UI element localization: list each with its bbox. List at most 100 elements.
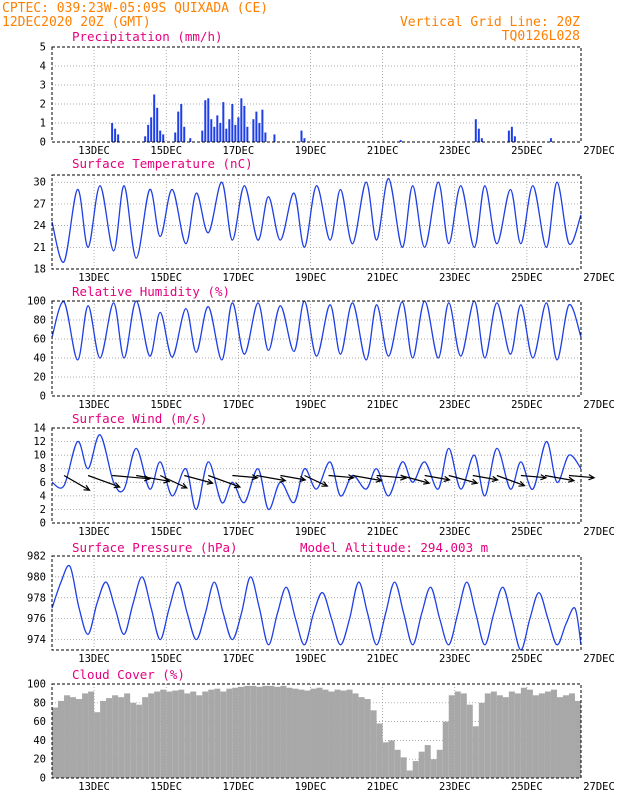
panel-cloud: Cloud Cover (%) 13DEC 15DEC 17DEC 19DEC 21DEC… (27, 667, 615, 793)
wind-arrow-shaft (256, 474, 286, 482)
panel-title-humidity: Relative Humidity (%) (72, 284, 230, 299)
x-tick-label: 21DEC (367, 399, 399, 411)
y-tick-label: 20 (33, 754, 46, 766)
x-tick-label: 23DEC (439, 526, 471, 538)
cloud-bar (418, 751, 425, 778)
precip-bar (114, 128, 117, 142)
cloud-bar (328, 691, 335, 778)
panel-frame (51, 555, 582, 651)
x-tick-label: 13DEC (78, 399, 110, 411)
cloud-bar (394, 749, 401, 778)
wind-arrow (87, 474, 121, 489)
precip-bar (204, 100, 207, 142)
cloud-bar (280, 685, 287, 778)
cloud-bar (118, 697, 125, 778)
cloud-bar (538, 693, 545, 778)
wind-arrow (496, 474, 526, 487)
cloud-bar (310, 688, 317, 778)
wind-arrow (520, 474, 548, 481)
precip-bar (177, 111, 180, 142)
cloud-bar (304, 690, 311, 778)
panel-title-pressure: Surface Pressure (hPa) (72, 540, 238, 555)
wind-arrow-head (491, 475, 499, 483)
precip-bar (246, 126, 249, 142)
x-tick-label: 23DEC (439, 653, 471, 665)
cloud-bar (112, 695, 119, 778)
cloud-bar (196, 695, 203, 778)
wind-arrow-shaft (184, 474, 213, 484)
wind-arrow-shaft (448, 474, 478, 484)
panel-pressure: Surface Pressure (hPa) 13DEC 15DEC 17DEC 19D… (27, 540, 615, 665)
precip-bar (159, 130, 162, 142)
precip-bar (156, 107, 159, 142)
wind-arrow (136, 474, 171, 484)
precip-bar (234, 124, 237, 142)
precip-bar (303, 138, 306, 142)
cloud-bar (154, 691, 161, 778)
cloud-bar (508, 691, 515, 778)
cloud-bar (412, 761, 419, 778)
x-tick-label: 17DEC (223, 653, 255, 665)
wind-arrow (424, 474, 451, 483)
cloud-bar (532, 695, 539, 778)
x-tick-label: 19DEC (295, 272, 327, 284)
y-tick-label: 12 (33, 436, 46, 448)
wind-arrow-head (567, 476, 576, 483)
x-tick-label: 25DEC (511, 526, 543, 538)
y-tick-label: 80 (33, 315, 46, 327)
x-tick-label: 21DEC (367, 272, 399, 284)
precip-bar (243, 105, 246, 142)
pressure-series-line (51, 564, 582, 651)
precip-bar (264, 132, 267, 142)
x-tick-label: 23DEC (439, 781, 471, 793)
wind-arrow-shaft (208, 474, 241, 488)
cloud-bar (226, 688, 233, 778)
wind-arrow-shaft (568, 474, 595, 479)
x-tick-label: 15DEC (150, 653, 182, 665)
x-tick-label: 19DEC (295, 653, 327, 665)
y-tick-label: 4 (40, 61, 46, 73)
cloud-bar (274, 686, 281, 778)
cloud-bar (94, 712, 101, 778)
precip-bar (147, 124, 150, 142)
x-tick-label: 13DEC (78, 781, 110, 793)
cloud-bar (502, 697, 509, 778)
x-tick-label: 13DEC (78, 272, 110, 284)
header-run-time: 12DEC2020 20Z (GMT) (2, 15, 151, 30)
y-tick-label: 1 (40, 118, 46, 130)
precip-bar (510, 126, 513, 142)
wind-arrow-shaft (472, 474, 498, 481)
x-tick-label: 25DEC (511, 272, 543, 284)
cloud-bar (322, 689, 329, 778)
y-tick-label: 0 (40, 137, 46, 149)
x-tick-label: 17DEC (223, 272, 255, 284)
wind-arrow-head (540, 474, 548, 481)
wind-arrow-shaft (376, 474, 406, 479)
panel-humidity: Relative Humidity (%) 13DEC 15DEC 17DEC 19DE… (27, 284, 615, 411)
cloud-bar (514, 693, 521, 778)
model-altitude: Model Altitude: 294.003 m (300, 540, 488, 555)
wind-arrow-shaft (304, 474, 328, 487)
cloud-bar (286, 687, 293, 778)
cloud-bar (262, 685, 269, 778)
cloud-bar (130, 702, 137, 778)
precip-bar (153, 94, 156, 142)
panel-title-cloud: Cloud Cover (%) (72, 667, 185, 682)
cloud-bar (82, 693, 89, 778)
cloud-bar (436, 749, 443, 778)
cloud-bar (520, 687, 527, 778)
cloud-bar (496, 695, 503, 778)
cloud-bar (166, 691, 173, 778)
precip-bar (255, 111, 258, 142)
precip-bar (180, 104, 183, 142)
cloud-bar (544, 691, 551, 778)
cloud-bar (202, 691, 209, 778)
cloud-bar (256, 686, 263, 778)
x-tick-label: 13DEC (78, 526, 110, 538)
panel-title-wind: Surface Wind (m/s) (72, 411, 207, 426)
precip-bar (228, 119, 231, 142)
cloud-bar (376, 723, 383, 778)
wind-arrow-shaft (544, 474, 574, 482)
cloud-bar (334, 689, 341, 778)
wind-arrow-head (180, 482, 189, 489)
